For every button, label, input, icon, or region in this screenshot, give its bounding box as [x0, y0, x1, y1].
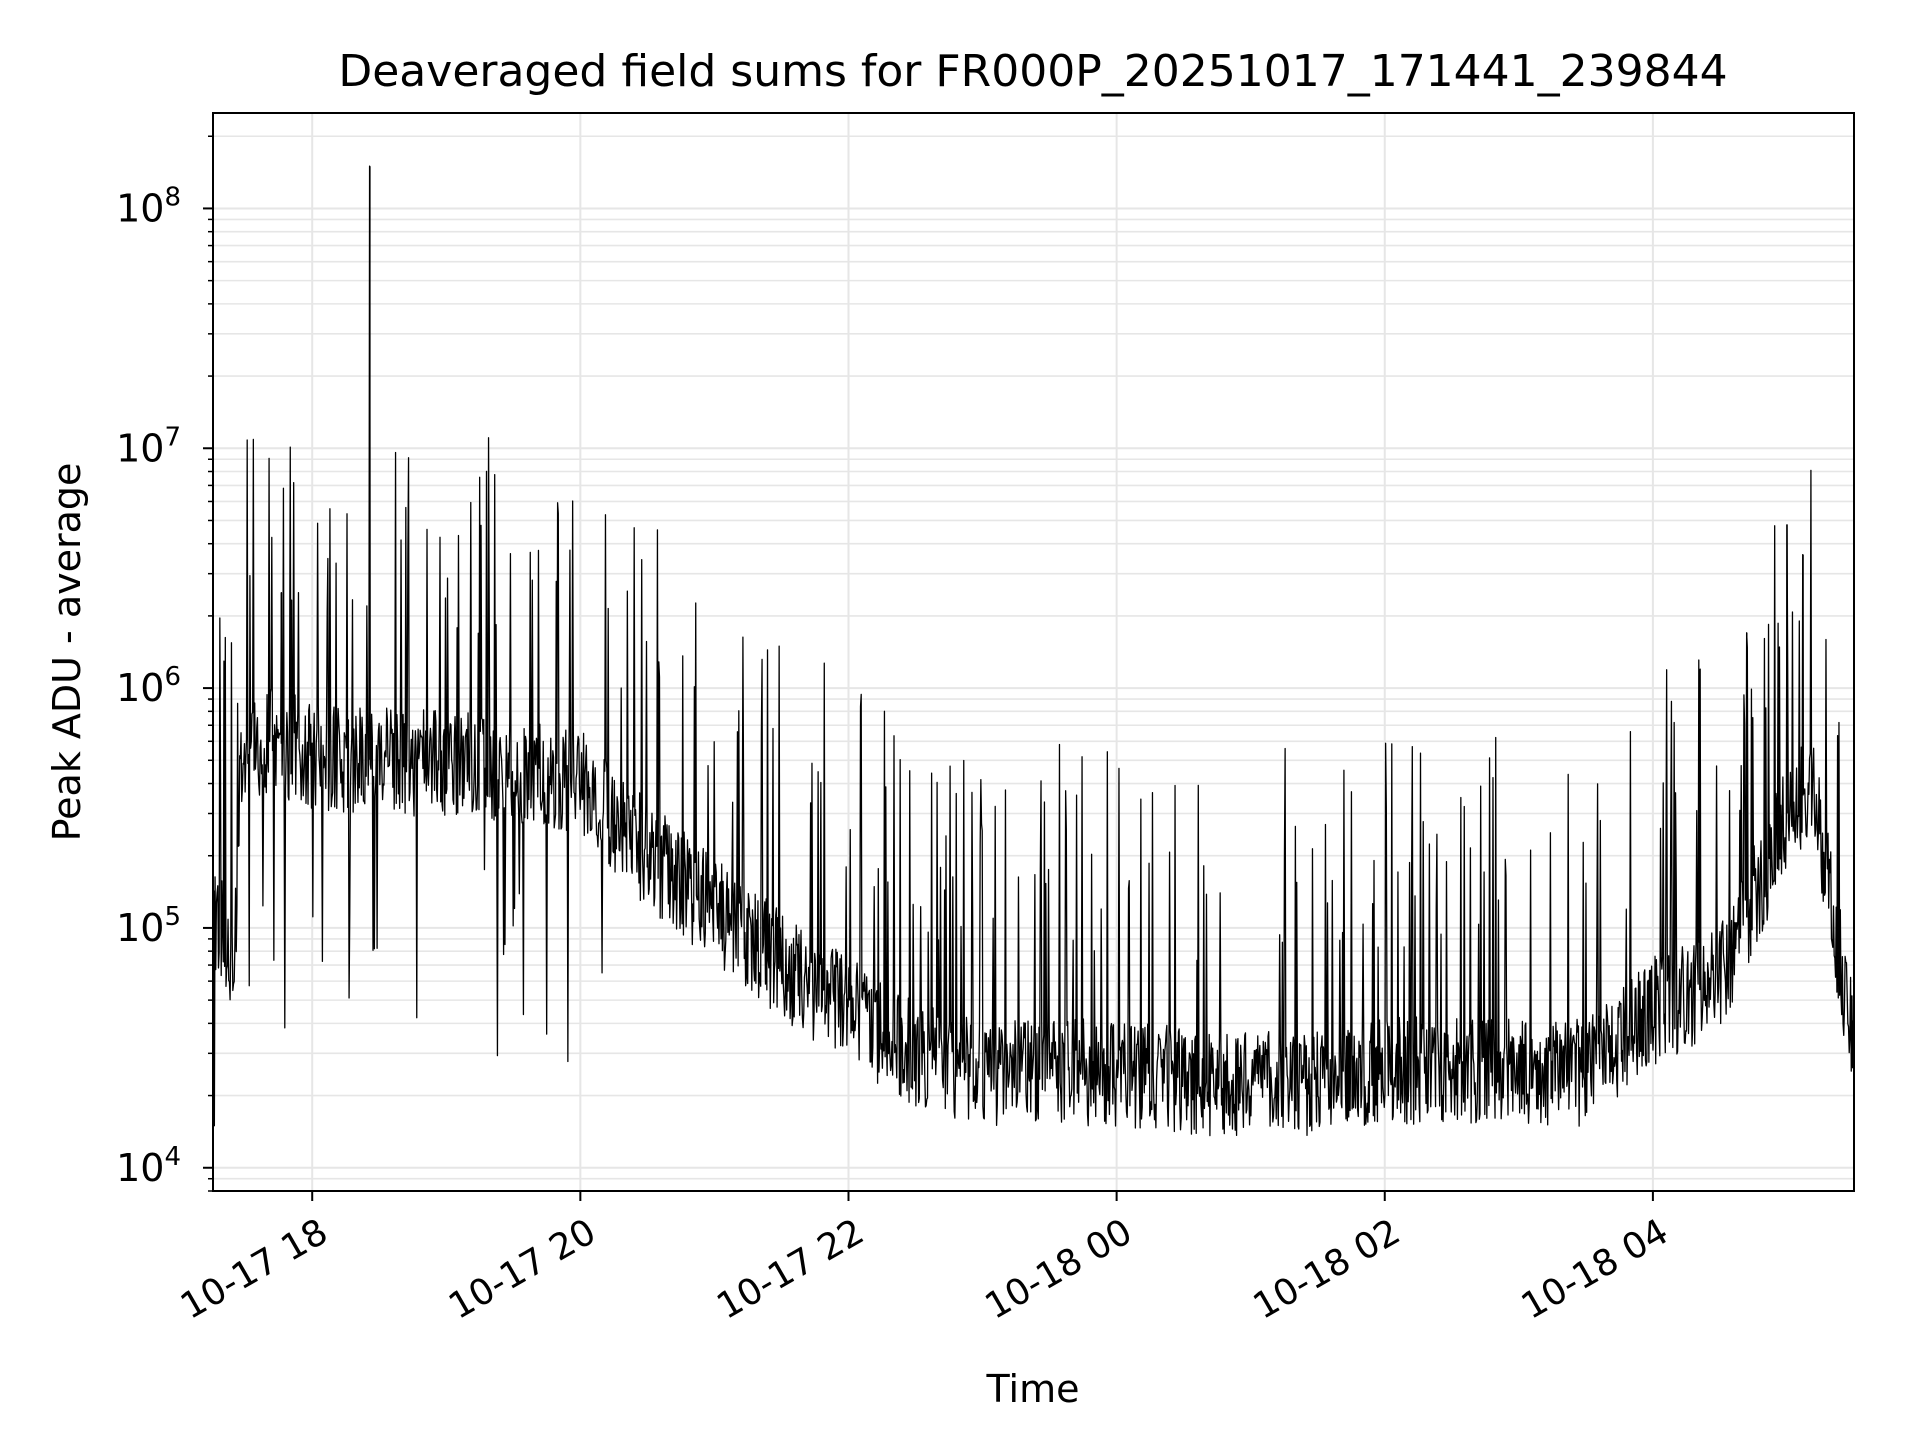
chart-title: Deaveraged field sums for FR000P_2025101… [338, 46, 1727, 97]
plot-frame [212, 112, 1855, 1192]
series-layer [212, 165, 1855, 1137]
series-line [212, 165, 1855, 1137]
y-tick-label: 106 [116, 662, 181, 710]
y-tick-label: 105 [116, 902, 181, 950]
y-tick-label: 108 [116, 182, 181, 230]
x-axis-label: Time [986, 1367, 1080, 1411]
y-tick-label: 107 [116, 422, 181, 470]
y-tick-label: 104 [116, 1142, 181, 1190]
grid-layer [213, 113, 1854, 1192]
y-axis-label: Peak ADU - average [45, 463, 89, 842]
